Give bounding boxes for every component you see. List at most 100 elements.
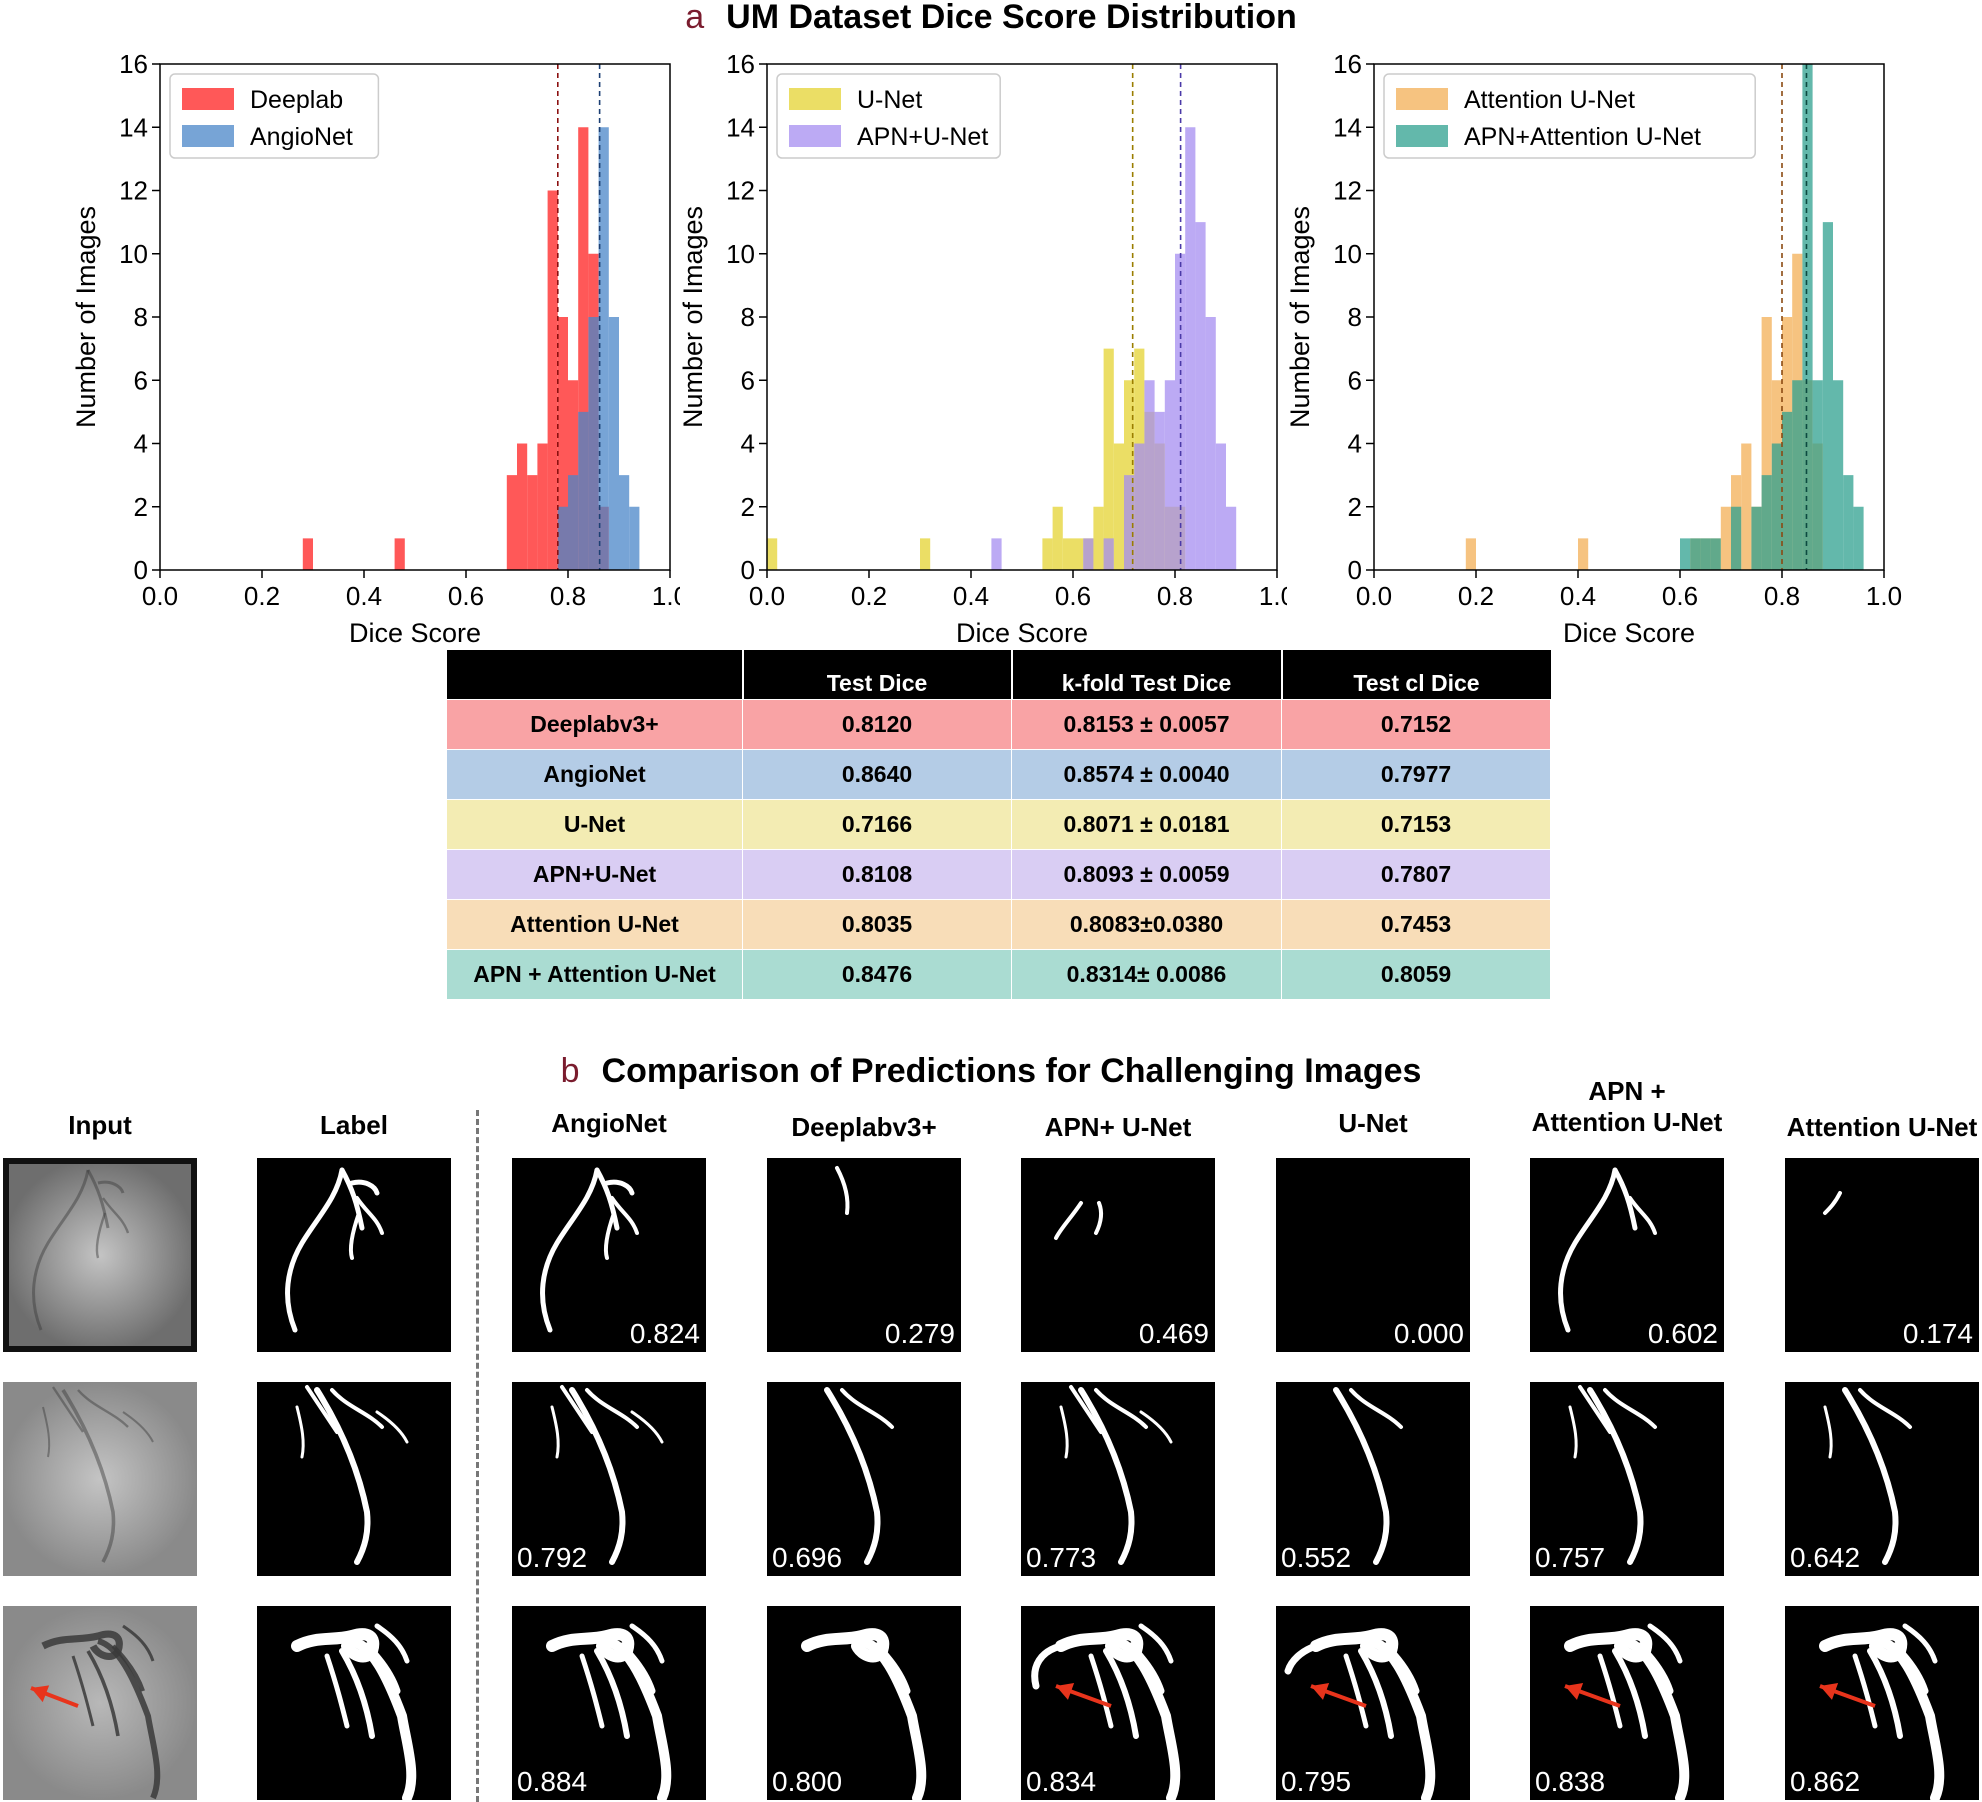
angiogram-vessel: [111, 1644, 145, 1692]
vessel-segment: [1628, 1196, 1657, 1235]
y-tick-label: 6: [741, 365, 755, 395]
angiogram-vessel: [122, 1411, 154, 1443]
angiogram-vessel: [77, 1389, 129, 1428]
vessel-segment: [618, 1642, 656, 1695]
vessel-segment: [594, 1167, 620, 1231]
vessel-segment: [1612, 1167, 1638, 1231]
vessel-segment: [550, 1405, 560, 1459]
angiogram-background: [3, 1158, 197, 1352]
angiogram-vessel: [86, 1169, 110, 1229]
table-header-kfold: k-fold Test Dice: [1010, 650, 1282, 700]
legend-swatch-1: [182, 125, 234, 147]
histogram-deeplab-angionet: 0.0 0.2 0.4 0.6 0.8 1.0 0 2 4 6 8 10 12 14 16 Dice Scor…: [71, 49, 680, 645]
table-cell-test-dice: 0.8035: [742, 899, 1012, 950]
table-cell-cl-dice: 0.8059: [1281, 949, 1551, 1000]
bar-u-net-3: [1052, 506, 1063, 570]
vessel-segment: [1823, 1191, 1842, 1215]
column-label: Attention U-Net: [1786, 1112, 1978, 1142]
vessel-segment: [330, 1388, 384, 1429]
vessel-segment: [1138, 1623, 1174, 1664]
input-angiogram: [3, 1382, 197, 1576]
vessel-segment: [314, 1387, 371, 1565]
legend-swatch-0: [182, 88, 234, 110]
angiogram-vessel: [32, 1169, 90, 1331]
histogram-unet-apn-unet: 0.0 0.2 0.4 0.6 0.8 1.0 0 2 4 6 8 10 12 14 16 Dice Scor…: [678, 49, 1287, 645]
bar-apn-u-net-13: [1226, 506, 1237, 570]
dice-score-label: 0.279: [884, 1318, 955, 1349]
vessel-segment: [1603, 1388, 1657, 1429]
column-label: Input: [68, 1110, 132, 1140]
dice-score-label: 0.642: [1790, 1542, 1861, 1573]
column-label: APN+ U-Net: [1044, 1112, 1192, 1142]
results-table: Test Dice k-fold Test Dice Test cl Dice …: [446, 650, 1551, 1000]
table-cell-test-dice: 0.8476: [742, 949, 1012, 1000]
y-tick-label: 14: [726, 112, 755, 142]
table-header-model: [446, 650, 743, 700]
column-label: Deeplabv3+: [791, 1112, 937, 1142]
vessel-segment: [291, 1628, 380, 1663]
vessel-segment: [1578, 1385, 1612, 1434]
bar-angionet-6: [619, 475, 630, 570]
bar-deeplab-0: [302, 538, 313, 570]
bar-apn-u-net-8: [1175, 253, 1186, 570]
bar-apn-attention-u-net-12: [1822, 222, 1833, 570]
bar-u-net-8: [1103, 348, 1114, 570]
angiogram-frame: [3, 1158, 197, 1352]
x-tick-label: 0.0: [749, 581, 785, 611]
dice-score-label: 0.884: [517, 1766, 588, 1797]
dashed-divider: [476, 1110, 479, 1802]
bar-apn-attention-u-net-5: [1751, 506, 1762, 570]
y-tick-label: 2: [134, 492, 148, 522]
bar-deeplab-1: [394, 538, 405, 570]
vessel-segment: [1333, 1387, 1390, 1565]
panel-b-letter: b: [560, 1052, 580, 1090]
label-mask: [257, 1382, 451, 1576]
y-tick-label: 2: [1348, 492, 1362, 522]
bar-deeplab-2: [506, 475, 517, 570]
vessel-segment: [603, 1211, 616, 1260]
vessel-segment: [1382, 1642, 1420, 1695]
x-tick-label: 0.6: [1055, 581, 1091, 611]
bar-apn-attention-u-net-3: [1710, 538, 1721, 570]
vessel-segment: [374, 1623, 410, 1664]
dice-score-label: 0.795: [1281, 1766, 1352, 1797]
vessel-segment: [375, 1410, 409, 1444]
angiogram-vessel: [102, 1197, 130, 1234]
y-tick-label: 6: [134, 365, 148, 395]
y-tick-label: 4: [741, 429, 755, 459]
x-tick-label: 1.0: [1866, 581, 1902, 611]
bar-angionet-5: [608, 317, 619, 570]
vessel-segment: [1059, 1405, 1069, 1459]
y-tick-label: 16: [1333, 49, 1362, 79]
vessel-segment: [1310, 1628, 1399, 1663]
table-cell-kfold: 0.8093 ± 0.0059: [1011, 849, 1282, 900]
vessel-segment: [1647, 1623, 1683, 1664]
vessel-segment: [1867, 1648, 1903, 1739]
vessel-segment: [1902, 1623, 1938, 1664]
x-tick-label: 0.8: [1157, 581, 1193, 611]
bar-u-net-0: [767, 538, 778, 570]
dice-score-label: 0.773: [1026, 1542, 1097, 1573]
vessel-segment: [824, 1387, 881, 1565]
legend-label-1: AngioNet: [250, 123, 353, 151]
column-label: AngioNet: [551, 1108, 667, 1138]
legend-swatch-1: [789, 125, 841, 147]
legend-label-0: Attention U-Net: [1464, 86, 1635, 114]
angiogram-background: [3, 1382, 197, 1576]
x-tick-label: 0.8: [1764, 581, 1800, 611]
y-tick-label: 8: [134, 302, 148, 332]
table-cell-model: APN+U-Net: [446, 849, 743, 900]
bar-u-net-9: [1113, 443, 1124, 570]
vessel-segment: [540, 1167, 600, 1333]
y-tick-label: 12: [726, 176, 755, 206]
bar-apn-u-net-4: [1134, 443, 1145, 570]
x-tick-label: 0.0: [1356, 581, 1392, 611]
dice-score-label: 0.696: [772, 1542, 843, 1573]
vessel-segment: [801, 1628, 890, 1663]
label-mask: [257, 1158, 451, 1352]
angiogram-vessel: [61, 1389, 116, 1563]
red-arrow-head: [1311, 1683, 1330, 1700]
bar-attention-u-net-5: [1720, 506, 1731, 570]
y-axis-label: Number of Images: [1285, 206, 1315, 428]
legend-swatch-1: [1396, 125, 1448, 147]
